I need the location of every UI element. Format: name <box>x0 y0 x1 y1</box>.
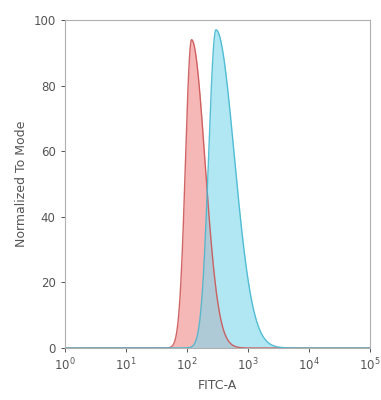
Y-axis label: Normalized To Mode: Normalized To Mode <box>15 121 28 247</box>
X-axis label: FITC-A: FITC-A <box>197 379 237 392</box>
